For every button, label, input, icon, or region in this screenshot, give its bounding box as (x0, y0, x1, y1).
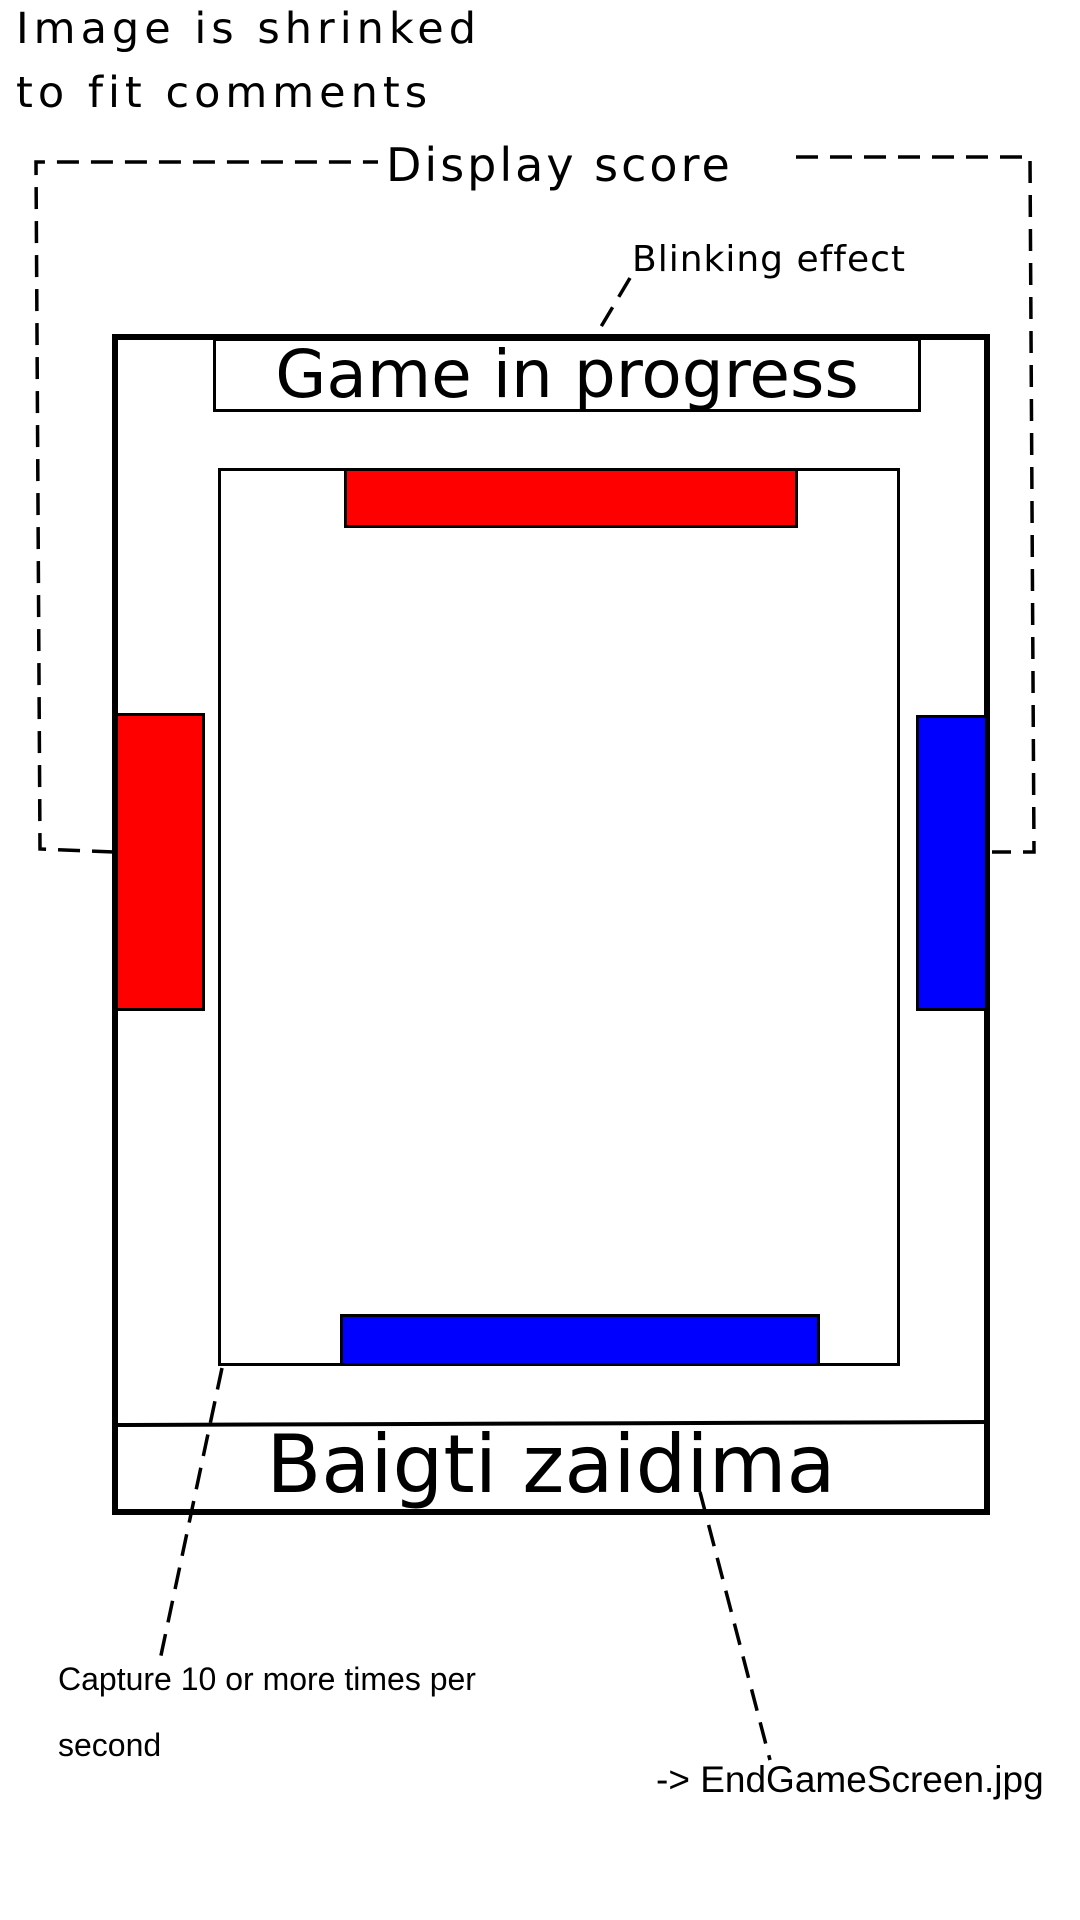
end-game-target-note: -> EndGameScreen.jpg (656, 1759, 1044, 1800)
shrink-note-line-1: Image is shrinked (16, 4, 482, 54)
game-status-title: Game in progress (213, 338, 921, 412)
play-field (218, 468, 900, 1366)
end-game-button[interactable]: Baigti zaidima (266, 1417, 836, 1511)
capture-note: Capture 10 or more times per second (58, 1661, 476, 1763)
paddle-top-red (344, 468, 798, 528)
display-score-label: Display score (380, 142, 739, 188)
score-bar-left-red (115, 713, 205, 1011)
paddle-bottom-blue (340, 1314, 820, 1366)
shrink-note-line-2: to fit comments (16, 68, 433, 118)
blinking-effect-label: Blinking effect (632, 239, 907, 280)
endgame-leader (698, 1491, 772, 1761)
score-bar-right-blue (916, 715, 988, 1011)
